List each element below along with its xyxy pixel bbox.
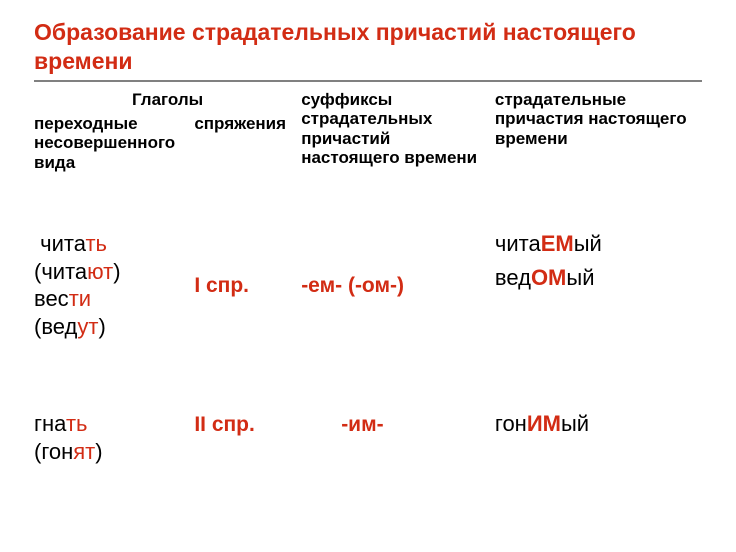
header-suffixes: суффиксы страдательных причастий настоящ… xyxy=(301,90,495,173)
cell-participle-2: гонИМый xyxy=(495,340,702,465)
header-participles: страдательные причастия настоящего време… xyxy=(495,90,702,173)
cell-verbs-2: гнать (гонят) xyxy=(34,340,194,465)
cell-conj-2: II спр. xyxy=(194,340,301,465)
cell-participle-1: читаЕМый ведОМый xyxy=(495,172,702,340)
grammar-table: Глаголы суффиксы страдательных причастий… xyxy=(34,90,702,466)
cell-suffix-1: -ем- (-ом-) xyxy=(301,172,495,340)
cell-suffix-2: -им- xyxy=(301,340,495,465)
header-transitive: переходные несовершенного вида xyxy=(34,114,194,173)
slide-title: Образование страдательных причастий наст… xyxy=(34,18,702,82)
cell-conj-1: I спр. xyxy=(194,172,301,340)
header-conjugation: спряжения xyxy=(194,114,301,173)
cell-verbs-1: читать (читают) вести (ведут) xyxy=(34,172,194,340)
header-verbs-span: Глаголы xyxy=(34,90,301,114)
